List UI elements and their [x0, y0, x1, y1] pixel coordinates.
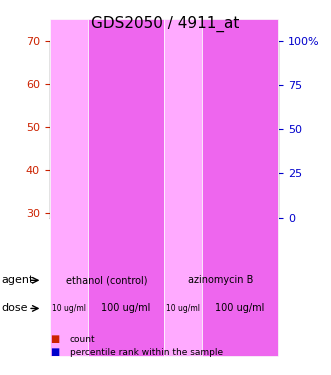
- Text: GSM98595: GSM98595: [216, 221, 225, 262]
- Text: count: count: [70, 335, 95, 344]
- Text: 10 ug/ml: 10 ug/ml: [52, 304, 86, 313]
- Bar: [240, 217, 278, 266]
- Bar: [96, 142, 117, 218]
- Text: azinomycin B: azinomycin B: [188, 275, 254, 285]
- Bar: [88, 217, 126, 266]
- Text: 100 ug/ml: 100 ug/ml: [101, 303, 151, 313]
- Bar: [50, 217, 88, 266]
- Bar: [134, 174, 155, 217]
- Bar: [164, 217, 202, 266]
- Text: ethanol (control): ethanol (control): [66, 275, 148, 285]
- Text: percentile rank within the sample: percentile rank within the sample: [70, 348, 223, 357]
- Text: GSM98596: GSM98596: [140, 221, 149, 262]
- Bar: [249, 108, 269, 218]
- Text: dose: dose: [2, 303, 28, 313]
- Bar: [202, 217, 240, 266]
- Text: GDS2050 / 4911_at: GDS2050 / 4911_at: [91, 16, 240, 32]
- Text: GSM98599: GSM98599: [178, 221, 187, 262]
- Text: agent: agent: [2, 275, 34, 285]
- Bar: [211, 108, 231, 218]
- Text: 100 ug/ml: 100 ug/ml: [215, 303, 265, 313]
- Text: GSM98598: GSM98598: [64, 221, 73, 262]
- Text: ■: ■: [50, 348, 59, 357]
- Text: 10 ug/ml: 10 ug/ml: [166, 304, 200, 313]
- Text: ■: ■: [50, 334, 59, 344]
- Bar: [58, 52, 79, 217]
- Bar: [126, 217, 164, 266]
- Text: GSM98594: GSM98594: [102, 221, 111, 262]
- Text: GSM98597: GSM98597: [255, 221, 263, 262]
- Bar: [172, 172, 193, 217]
